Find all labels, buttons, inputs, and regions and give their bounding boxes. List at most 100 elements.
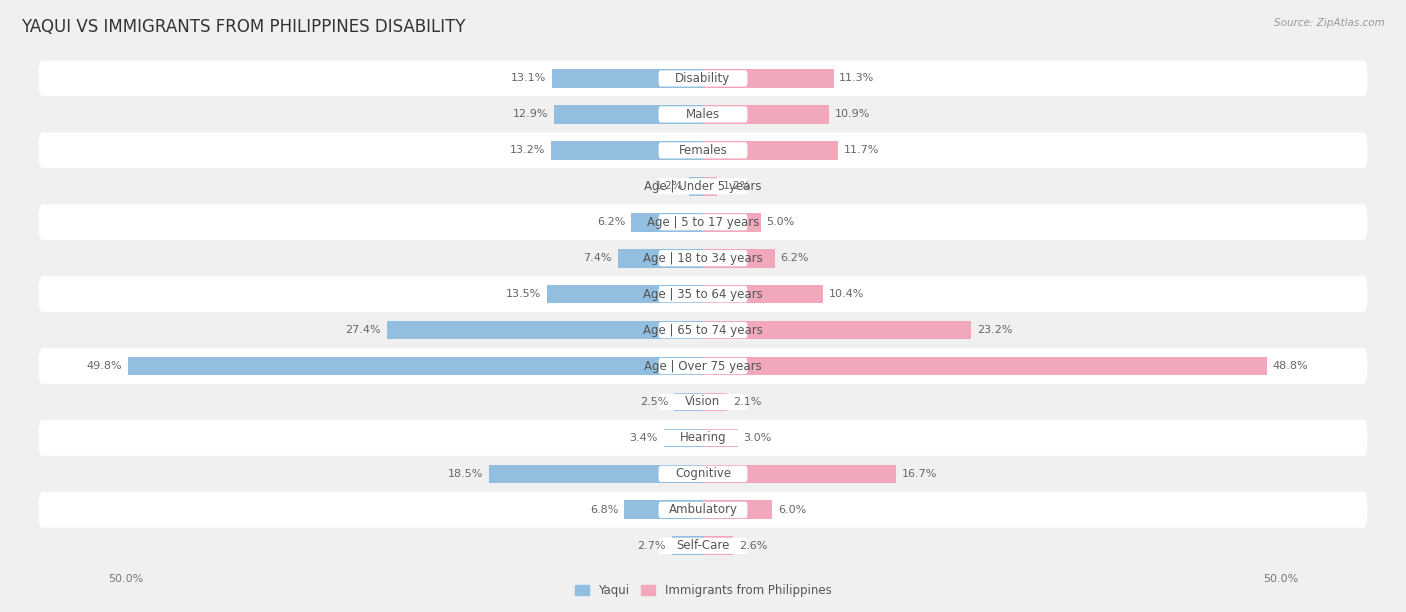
Bar: [673, 393, 703, 411]
Text: 3.0%: 3.0%: [744, 433, 772, 443]
Text: Source: ZipAtlas.com: Source: ZipAtlas.com: [1274, 18, 1385, 28]
Text: Age | 18 to 34 years: Age | 18 to 34 years: [643, 252, 763, 265]
FancyBboxPatch shape: [658, 502, 748, 518]
FancyBboxPatch shape: [39, 492, 1367, 528]
FancyBboxPatch shape: [39, 276, 1367, 312]
Text: 16.7%: 16.7%: [901, 469, 936, 479]
FancyBboxPatch shape: [39, 97, 1367, 132]
Text: 6.8%: 6.8%: [591, 505, 619, 515]
Bar: [703, 213, 761, 231]
Bar: [551, 141, 703, 160]
Bar: [624, 501, 703, 519]
Bar: [547, 285, 703, 304]
Bar: [703, 141, 838, 160]
Bar: [703, 69, 834, 88]
Bar: [703, 249, 775, 267]
Text: 13.2%: 13.2%: [509, 145, 544, 155]
FancyBboxPatch shape: [39, 204, 1367, 241]
FancyBboxPatch shape: [658, 250, 748, 266]
Text: 13.5%: 13.5%: [506, 289, 541, 299]
Text: 12.9%: 12.9%: [513, 110, 548, 119]
Text: Age | 65 to 74 years: Age | 65 to 74 years: [643, 324, 763, 337]
Text: 5.0%: 5.0%: [766, 217, 794, 227]
Bar: [703, 321, 972, 340]
Text: 23.2%: 23.2%: [977, 325, 1012, 335]
Text: Age | Over 75 years: Age | Over 75 years: [644, 359, 762, 373]
Bar: [703, 393, 727, 411]
Bar: [703, 357, 1267, 375]
Text: 1.2%: 1.2%: [655, 181, 683, 192]
FancyBboxPatch shape: [658, 214, 748, 230]
Bar: [703, 285, 823, 304]
Text: Hearing: Hearing: [679, 431, 727, 444]
Bar: [672, 537, 703, 555]
Bar: [703, 428, 738, 447]
Bar: [689, 177, 703, 196]
Text: Self-Care: Self-Care: [676, 539, 730, 552]
Text: Cognitive: Cognitive: [675, 468, 731, 480]
Bar: [703, 501, 772, 519]
FancyBboxPatch shape: [39, 420, 1367, 456]
Bar: [617, 249, 703, 267]
Text: Age | 35 to 64 years: Age | 35 to 64 years: [643, 288, 763, 300]
Bar: [554, 105, 703, 124]
Text: 11.3%: 11.3%: [839, 73, 875, 83]
FancyBboxPatch shape: [658, 106, 748, 122]
Text: Age | Under 5 years: Age | Under 5 years: [644, 180, 762, 193]
Text: 7.4%: 7.4%: [583, 253, 612, 263]
Bar: [703, 465, 896, 483]
Text: Females: Females: [679, 144, 727, 157]
FancyBboxPatch shape: [39, 168, 1367, 204]
Bar: [128, 357, 703, 375]
Text: 2.6%: 2.6%: [738, 541, 768, 551]
FancyBboxPatch shape: [658, 142, 748, 159]
Text: 11.7%: 11.7%: [844, 145, 879, 155]
FancyBboxPatch shape: [39, 528, 1367, 564]
FancyBboxPatch shape: [658, 430, 748, 446]
FancyBboxPatch shape: [39, 348, 1367, 384]
Text: Ambulatory: Ambulatory: [668, 503, 738, 517]
Bar: [631, 213, 703, 231]
FancyBboxPatch shape: [658, 286, 748, 302]
Text: 10.4%: 10.4%: [830, 289, 865, 299]
Text: 2.1%: 2.1%: [733, 397, 762, 407]
FancyBboxPatch shape: [39, 312, 1367, 348]
Bar: [551, 69, 703, 88]
Text: Age | 5 to 17 years: Age | 5 to 17 years: [647, 216, 759, 229]
Text: 10.9%: 10.9%: [835, 110, 870, 119]
Bar: [703, 177, 717, 196]
Text: 48.8%: 48.8%: [1272, 361, 1308, 371]
FancyBboxPatch shape: [658, 322, 748, 338]
FancyBboxPatch shape: [39, 132, 1367, 168]
Text: 6.2%: 6.2%: [598, 217, 626, 227]
FancyBboxPatch shape: [658, 358, 748, 374]
Bar: [703, 105, 830, 124]
Bar: [387, 321, 703, 340]
FancyBboxPatch shape: [658, 70, 748, 86]
Text: Disability: Disability: [675, 72, 731, 85]
FancyBboxPatch shape: [39, 456, 1367, 492]
Text: 6.0%: 6.0%: [778, 505, 806, 515]
Bar: [703, 537, 733, 555]
Text: 3.4%: 3.4%: [630, 433, 658, 443]
FancyBboxPatch shape: [39, 61, 1367, 97]
FancyBboxPatch shape: [658, 178, 748, 195]
Bar: [664, 428, 703, 447]
Text: YAQUI VS IMMIGRANTS FROM PHILIPPINES DISABILITY: YAQUI VS IMMIGRANTS FROM PHILIPPINES DIS…: [21, 18, 465, 36]
FancyBboxPatch shape: [39, 384, 1367, 420]
Text: Vision: Vision: [685, 395, 721, 408]
Text: 1.2%: 1.2%: [723, 181, 751, 192]
Text: 6.2%: 6.2%: [780, 253, 808, 263]
Legend: Yaqui, Immigrants from Philippines: Yaqui, Immigrants from Philippines: [569, 580, 837, 602]
FancyBboxPatch shape: [658, 466, 748, 482]
Text: 2.7%: 2.7%: [637, 541, 666, 551]
FancyBboxPatch shape: [658, 394, 748, 410]
Text: 18.5%: 18.5%: [449, 469, 484, 479]
Bar: [489, 465, 703, 483]
FancyBboxPatch shape: [658, 538, 748, 554]
Text: 27.4%: 27.4%: [344, 325, 381, 335]
Text: Males: Males: [686, 108, 720, 121]
FancyBboxPatch shape: [39, 241, 1367, 276]
Text: 13.1%: 13.1%: [510, 73, 546, 83]
Text: 2.5%: 2.5%: [640, 397, 668, 407]
